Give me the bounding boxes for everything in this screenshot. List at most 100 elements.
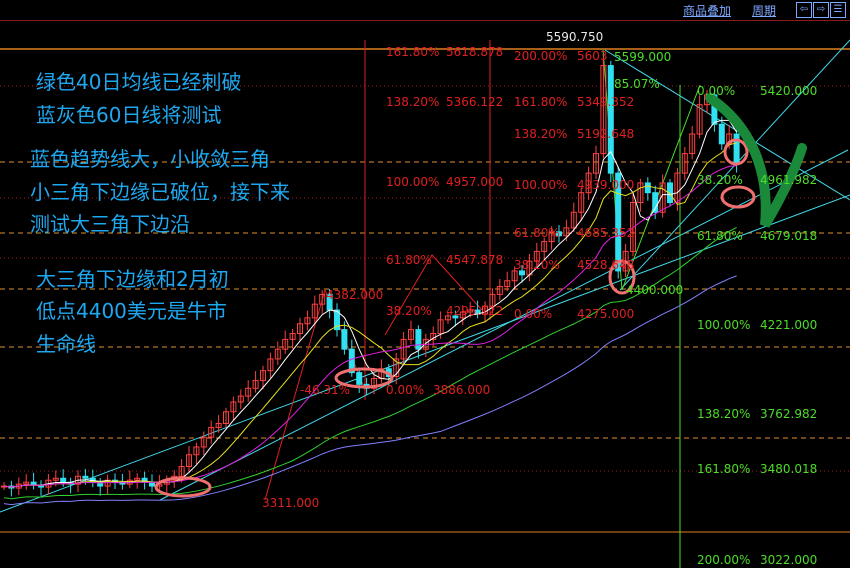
candle-body [533,250,540,262]
peak-price-label: 5599.000 [614,50,672,64]
candle-body [548,231,555,243]
down-arrow-icon [705,93,807,228]
candle-body [585,172,592,194]
fib-percent-label: 38.20% [697,173,743,187]
fib-price-label: 4679.018 [760,229,818,243]
fib-percent-label: 100.00% [386,175,440,189]
candle-body [496,286,503,295]
candle-body [274,348,281,360]
fib-percent-label: 138.20% [386,95,440,109]
swing-low-label: 3311.000 [262,496,320,510]
low-price-label: 4400.000 [626,283,684,297]
candle-body [178,466,185,477]
fib-percent-label: 38.20% [386,304,432,318]
annotation-text: 小三角下边缘已破位，接下来 [30,180,290,204]
candle-body [23,481,30,485]
fib-price-label: 4275.000 [577,307,635,321]
candle-body [304,317,311,325]
candle-body [519,270,525,276]
candle-body [637,182,644,203]
candle-body [578,192,585,213]
fib-percent-label: 0.00% [386,383,425,397]
fib-percent-label: 38.20% [514,258,560,272]
highlight-circle [720,185,756,209]
candle-body [267,358,274,372]
candle-body [689,133,696,155]
candle-body [356,372,363,385]
fib-percent-label: -46.31% [300,383,351,397]
trend-line [0,194,850,513]
fib-price-label: 4961.982 [760,173,818,187]
annotation-text: 绿色40日均线已经刺破 [36,70,242,94]
candle-body [659,182,666,213]
fib-price-label: 5603 [577,49,608,63]
swing-high-label: 4382.000 [326,288,384,302]
candle-body [696,104,703,135]
trend-line [604,49,850,201]
candle-body [445,315,451,321]
fib-percent-label: 100.00% [514,178,568,192]
candle-body [615,172,622,272]
fib-percent-label: 161.80% [514,95,568,109]
candle-body [393,358,400,378]
moving-average-10 [3,142,737,488]
candle-body [297,323,303,335]
candle-body [652,192,659,213]
fib-price-label: 4939.000 [577,178,635,192]
left-arrow-icon[interactable]: ⇦ [796,2,812,18]
layout-icon[interactable]: ☰ [830,2,846,18]
candle-body [452,315,459,319]
annotation-text: 蓝灰色60日线将测试 [36,103,222,127]
candle-body [489,293,496,307]
fib-percent-label: 0.00% [514,307,553,321]
annotation-text: 低点4400美元是牛市 [36,299,227,323]
candle-body [230,401,237,413]
right-arrow-icon[interactable]: ⇨ [813,2,829,18]
candle-body [415,329,422,350]
highlight-circle [154,476,212,498]
fib-price-label: 4547.878 [446,253,504,267]
fib-percent-label: 61.80% [697,229,743,243]
candle-body [563,227,570,237]
fib-price-label: 5618.878 [446,45,504,59]
fib-price-label: 3886.000 [433,383,491,397]
candle-body [208,426,215,438]
fib-percent-label: 161.80% [386,45,440,59]
annotation-text: 生命线 [36,332,96,356]
candle-body [52,477,59,481]
candle-body [252,379,259,389]
candle-body [223,411,229,424]
moving-average-40 [3,226,737,500]
candle-body [215,422,222,428]
annotation-text: 蓝色趋势线大，小收敛三角 [30,147,270,171]
moving-average-60 [3,275,737,506]
period-menu[interactable]: 周期 [752,4,777,18]
candle-body [319,293,326,305]
fib-percent-label: 61.80% [514,226,560,240]
ratio-label: 85.07% [614,77,660,91]
candle-body [733,133,740,164]
candle-body [193,446,200,456]
candle-body [556,231,562,237]
annotation-text: 测试大三角下边沿 [30,212,190,236]
candle-body [541,241,548,252]
candle-body [82,475,89,479]
fib-percent-label: 138.20% [514,127,568,141]
candle-body [570,211,577,229]
fib-percent-label: 161.80% [697,462,751,476]
candle-body [186,454,192,468]
candle-body [408,329,414,340]
candle-body [718,123,725,145]
fib-price-label: 4221.000 [760,318,818,332]
fib-percent-label: 200.00% [514,49,568,63]
fib-price-label: 4957.000 [446,175,504,189]
fib-percent-label: 138.20% [697,407,751,421]
candle-body [437,319,444,335]
highlight-circle [608,259,636,295]
fib-price-label: 5420.000 [760,84,818,98]
overlay-menu[interactable]: 商品叠加 [683,4,732,18]
highlight-circle [723,138,749,166]
candle-body [200,436,207,448]
candle-body [511,270,518,282]
candle-body [711,94,718,125]
